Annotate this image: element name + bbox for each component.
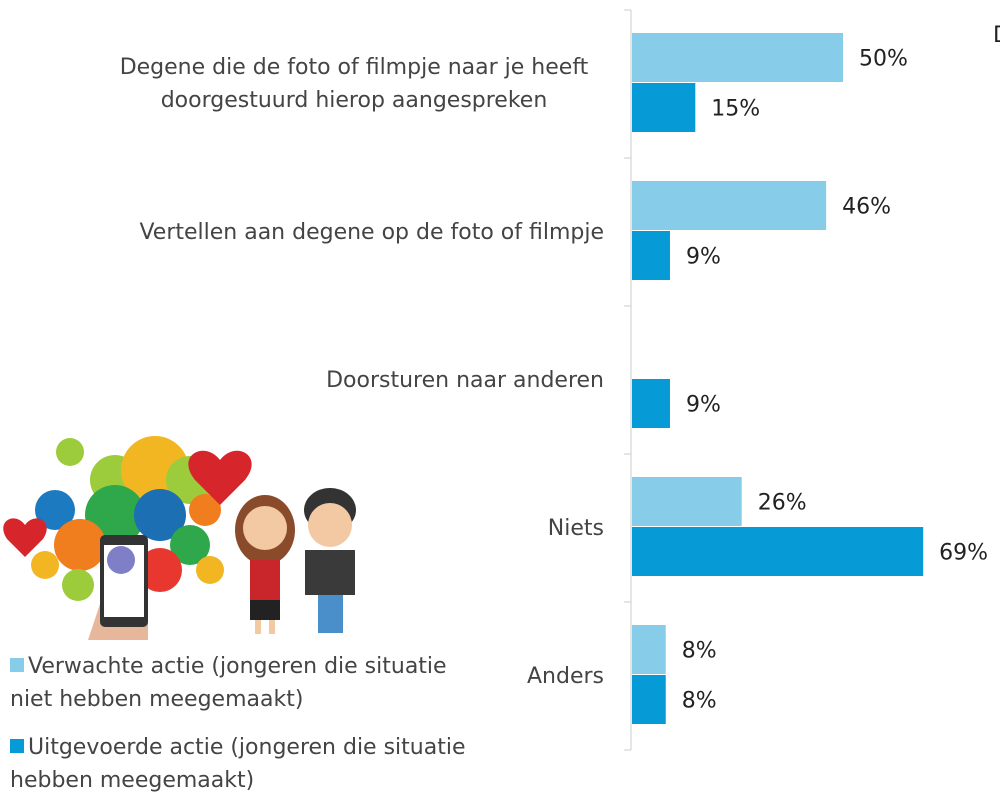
- annotation: D: [993, 23, 1000, 48]
- bar: [632, 675, 666, 724]
- illustration: [3, 436, 356, 640]
- value-label: 69%: [939, 541, 988, 566]
- legend-text: Uitgevoerde actie (jongeren die situatie…: [10, 735, 466, 793]
- bar: [632, 83, 696, 132]
- value-label: 9%: [686, 393, 721, 418]
- category-label: Vertellen aan degene op de foto of filmp…: [84, 158, 604, 306]
- value-label: 46%: [842, 195, 891, 220]
- value-label: 26%: [758, 491, 807, 516]
- value-label: 8%: [682, 689, 717, 714]
- bar: [632, 33, 843, 82]
- bar: [632, 477, 742, 526]
- bar: [632, 181, 827, 230]
- value-label: 8%: [682, 639, 717, 664]
- category-label: Doorsturen naar anderen: [84, 306, 604, 454]
- value-label: 15%: [711, 97, 760, 122]
- bar: [632, 625, 666, 674]
- category-label: Niets: [84, 454, 604, 602]
- legend-swatch: [10, 658, 24, 672]
- category-text: Niets: [547, 515, 604, 541]
- category-text: Vertellen aan degene op de foto of filmp…: [139, 219, 604, 245]
- legend-item: Verwachte actie (jongeren die situatie n…: [10, 650, 490, 716]
- legend-swatch: [10, 739, 24, 753]
- bar: [632, 231, 670, 280]
- category-text: Anders: [527, 663, 604, 689]
- category-text: Degene die de foto of filmpje naar je he…: [119, 55, 589, 113]
- value-label: 50%: [859, 47, 908, 72]
- bar: [632, 379, 670, 428]
- category-label: Anders: [84, 602, 604, 750]
- legend-text: Verwachte actie (jongeren die situatie n…: [10, 654, 447, 712]
- category-text: Doorsturen naar anderen: [326, 367, 604, 393]
- category-label: Degene die de foto of filmpje naar je he…: [84, 10, 604, 158]
- bar: [632, 527, 924, 576]
- value-label: 9%: [686, 245, 721, 270]
- legend-item: Uitgevoerde actie (jongeren die situatie…: [10, 731, 490, 797]
